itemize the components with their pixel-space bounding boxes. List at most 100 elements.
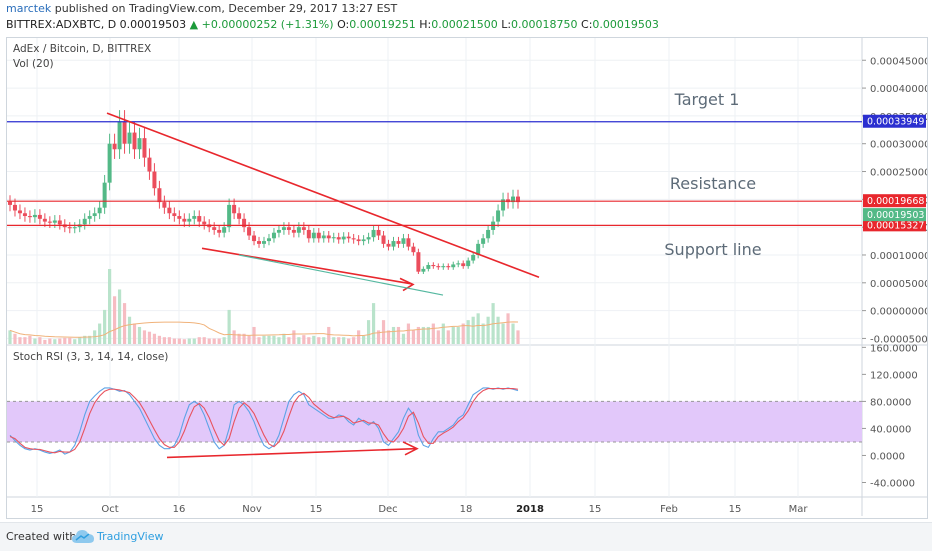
author-link[interactable]: marctek [6, 2, 52, 15]
candle [197, 216, 202, 222]
volume-bar [347, 338, 351, 344]
volume-bar [451, 326, 455, 344]
volume-bar [157, 335, 162, 344]
volume-bar [108, 269, 112, 344]
candle [102, 182, 107, 208]
candle [486, 229, 491, 239]
low-value: 0.00018750 [511, 18, 578, 31]
candle [381, 235, 386, 244]
volume-ma-line [9, 321, 519, 338]
volume-bar [207, 338, 211, 344]
volume-bar [446, 330, 450, 344]
volume-bar [277, 337, 281, 344]
volume-bar [58, 338, 62, 344]
volume-bar [287, 337, 291, 344]
volume-bar [103, 309, 107, 344]
volume-label: Vol (20) [13, 58, 54, 70]
candle [501, 199, 506, 211]
candle [202, 221, 207, 225]
price-tag-bg [863, 114, 926, 128]
candle [157, 188, 162, 203]
publish-info: marctek published on TradingView.com, De… [6, 2, 397, 15]
volume-bar [232, 330, 236, 344]
candle [316, 232, 321, 239]
volume-bar [167, 337, 171, 344]
candle [311, 232, 316, 239]
close-value: 0.00019503 [592, 18, 659, 31]
candle [257, 241, 262, 244]
candle [92, 213, 97, 217]
volume-bar [38, 337, 42, 344]
annotation-target: Target 1 [674, 90, 740, 109]
price-tag-label: 0.00015327 [867, 220, 924, 231]
volume-bar [127, 316, 132, 344]
candle [421, 268, 426, 272]
volume-bar [23, 337, 27, 344]
candle [32, 214, 37, 218]
tradingview-cloud-icon[interactable] [72, 529, 94, 545]
rsi-arrow-head [402, 441, 419, 456]
volume-bar [506, 313, 510, 344]
tradingview-link[interactable]: TradingView [97, 530, 164, 543]
volume-bar [112, 296, 117, 344]
volume-bar [327, 326, 331, 344]
volume-bar [33, 338, 37, 344]
candle [87, 216, 92, 219]
chart-frame[interactable]: 15 Oct 16 Nov 15 Dec 18 2018 15 Feb 15 Mar 0.0004500… [6, 37, 928, 519]
price-tag-label: 0.00033949 [867, 117, 924, 128]
candle [72, 227, 77, 229]
volume-bar [317, 337, 321, 344]
stoch-d-line [9, 388, 519, 454]
volume-bar [217, 338, 221, 344]
candle [446, 266, 451, 268]
candle [112, 143, 117, 150]
volume-bar [342, 337, 346, 344]
volume-bar [391, 326, 396, 344]
candle [127, 132, 132, 144]
candle [8, 201, 12, 205]
volume-bar [202, 337, 206, 344]
volume-bar [411, 330, 416, 344]
created-with-text: Created with [6, 530, 77, 543]
y-tick-label: 0.00045000 [870, 56, 927, 67]
y-tick-label: 0.00000000 [870, 307, 927, 318]
volume-bar [117, 289, 122, 344]
open-label: O: [337, 18, 350, 31]
candle [117, 121, 122, 150]
rsi-y-tick-label: 0.0000 [870, 451, 905, 462]
footer-bar: Created with TradingView [0, 522, 932, 551]
volume-bar [386, 330, 391, 344]
volume-bar [416, 326, 420, 344]
stoch-k-line [9, 387, 519, 455]
chart-canvas[interactable]: 15 Oct 16 Nov 15 Dec 18 2018 15 Feb 15 Mar 0.0004500… [7, 38, 927, 518]
candle [466, 260, 471, 267]
rsi-y-tick-label: -40.0000 [870, 478, 915, 489]
annotation-support: Support line [664, 240, 761, 259]
candle [107, 143, 112, 183]
volume-bar [297, 337, 301, 344]
x-tick-label: Oct [101, 504, 118, 515]
candle [22, 213, 27, 217]
volume-bar [466, 320, 470, 344]
candle [371, 229, 376, 238]
price-change: ▲ +0.00000252 (+1.31%) [189, 18, 334, 31]
candle [57, 220, 62, 225]
price-tag-label: 0.00019668 [867, 196, 924, 207]
volume-bar [43, 339, 47, 344]
arrow-head [399, 277, 415, 292]
rsi-y-tick-label: 80.0000 [870, 397, 911, 408]
volume-bar [8, 330, 12, 344]
x-tick-label: 15 [589, 504, 602, 515]
volume-bar [247, 335, 251, 344]
candle [52, 220, 57, 223]
rsi-y-tick-label: 120.0000 [870, 370, 918, 381]
candle [177, 216, 182, 219]
volume-bar [177, 338, 181, 344]
volume-bar [312, 335, 316, 344]
volume-bar [197, 337, 201, 344]
x-tick-label: 2018 [516, 504, 544, 515]
candle [152, 171, 157, 189]
candle [286, 227, 291, 230]
candle [496, 210, 501, 222]
last-price-tag-label: 0.00019503 [867, 210, 924, 221]
